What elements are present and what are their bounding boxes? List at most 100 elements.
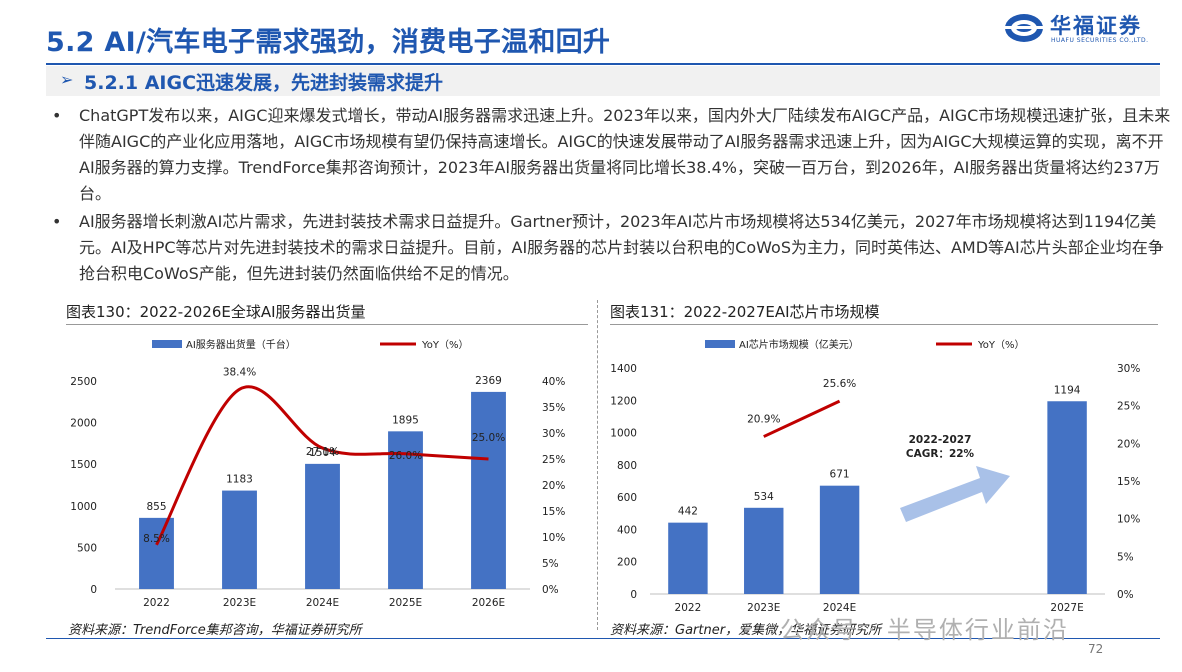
source-note-right: 资料来源：Gartner，爱集微，华福证券研究所 xyxy=(610,623,882,638)
left-axis-tick: 800 xyxy=(617,460,637,472)
right-axis-tick: 10% xyxy=(542,532,565,544)
left-axis-tick: 1500 xyxy=(70,459,97,471)
bar-value-label: 534 xyxy=(754,491,774,503)
legend-swatch-bar xyxy=(705,340,735,348)
right-axis-tick: 20% xyxy=(1117,438,1140,450)
page-number: 72 xyxy=(1088,642,1104,656)
bar xyxy=(388,431,423,589)
yoy-value-label: 25.6% xyxy=(823,378,856,390)
yoy-value-label: 38.4% xyxy=(223,366,256,378)
yoy-value-label: 25.0% xyxy=(472,432,505,444)
bar-value-label: 1194 xyxy=(1054,384,1081,396)
bar xyxy=(222,490,257,589)
section-title: 5.2.1 AIGC迅速发展，先进封装需求提升 xyxy=(84,72,444,94)
yoy-value-label: 8.5% xyxy=(143,533,170,545)
category-tick: 2023E xyxy=(747,602,780,614)
category-tick: 2024E xyxy=(823,602,856,614)
bullet-mark: • xyxy=(52,106,62,125)
bar xyxy=(305,463,340,589)
bullet-mark: • xyxy=(52,212,62,231)
yoy-value-label: 27.1% xyxy=(306,446,339,458)
bar xyxy=(139,517,174,589)
yoy-line xyxy=(763,399,841,438)
left-axis-tick: 1000 xyxy=(610,428,637,440)
bar-value-label: 671 xyxy=(830,469,850,481)
bar-value-label: 1183 xyxy=(226,474,253,486)
page-title: 5.2 AI/汽车电子需求强劲，消费电子温和回升 xyxy=(46,27,611,58)
left-axis-tick: 2500 xyxy=(70,376,97,388)
right-axis-tick: 5% xyxy=(1117,551,1134,563)
cagr-label-value: CAGR：22% xyxy=(906,448,975,460)
header-rule xyxy=(46,63,1160,65)
bar xyxy=(819,485,860,594)
left-axis-tick: 0 xyxy=(90,584,97,596)
legend-label-bar: AI芯片市场规模（亿美元） xyxy=(739,338,859,351)
category-tick: 2022 xyxy=(143,597,170,609)
bar xyxy=(471,391,506,589)
legend-label-line: YoY（%） xyxy=(421,339,469,351)
bar-value-label: 442 xyxy=(678,506,698,518)
footer-rule xyxy=(46,638,1160,639)
left-axis-tick: 500 xyxy=(77,542,97,554)
logo-text-en: HUAFU SECURITIES CO.,LTD. xyxy=(1051,37,1149,44)
figure-title-left: 图表130：2022-2026E全球AI服务器出货量 xyxy=(66,303,366,321)
bar-value-label: 2369 xyxy=(475,375,502,387)
yoy-line xyxy=(155,385,489,546)
right-axis-tick: 15% xyxy=(1117,476,1140,488)
bullet-paragraph: AI服务器增长刺激AI芯片需求，先进封装技术需求日益提升。Gartner预计，2… xyxy=(79,212,1164,283)
huafu-logo-icon xyxy=(1005,14,1043,42)
bar xyxy=(744,507,784,594)
bar-value-label: 855 xyxy=(146,501,166,513)
category-tick: 2024E xyxy=(306,597,339,609)
right-axis-tick: 15% xyxy=(542,506,565,518)
category-tick: 2022 xyxy=(675,602,702,614)
yoy-value-label: 26.0% xyxy=(389,450,422,462)
category-tick: 2023E xyxy=(223,597,256,609)
left-axis-tick: 600 xyxy=(617,492,637,504)
left-axis-tick: 0 xyxy=(630,589,637,601)
right-axis-tick: 40% xyxy=(542,376,565,388)
category-tick: 2025E xyxy=(389,597,422,609)
company-logo: 华福证券 HUAFU SECURITIES CO.,LTD. xyxy=(1004,10,1174,50)
bar-value-label: 1895 xyxy=(392,414,419,426)
right-axis-tick: 5% xyxy=(542,558,559,570)
left-axis-tick: 200 xyxy=(617,557,637,569)
figure-title-right: 图表131：2022-2027EAI芯片市场规模 xyxy=(610,303,880,321)
right-axis-tick: 25% xyxy=(542,454,565,466)
right-axis-tick: 30% xyxy=(542,428,565,440)
legend-label-line: YoY（%） xyxy=(977,339,1025,351)
figure-rule-right xyxy=(610,324,1158,325)
figure-divider xyxy=(597,300,598,630)
legend-label-bar: AI服务器出货量（千台） xyxy=(186,338,296,351)
cagr-arrow-icon xyxy=(900,466,1010,522)
right-axis-tick: 30% xyxy=(1117,363,1140,375)
category-tick: 2026E xyxy=(472,597,505,609)
bar xyxy=(668,522,708,594)
right-axis-tick: 25% xyxy=(1117,401,1140,413)
left-axis-tick: 1000 xyxy=(70,501,97,513)
bar-value-label: 1504 xyxy=(309,447,336,459)
figure-rule-left xyxy=(66,324,588,325)
right-axis-tick: 20% xyxy=(542,480,565,492)
bullet-paragraph: ChatGPT发布以来，AIGC迎来爆发式增长，带动AI服务器需求迅速上升。20… xyxy=(79,106,1171,203)
left-axis-tick: 2000 xyxy=(70,418,97,430)
right-axis-tick: 0% xyxy=(1117,589,1134,601)
left-axis-tick: 1200 xyxy=(610,395,637,407)
section-bar xyxy=(46,66,1160,96)
left-axis-tick: 1400 xyxy=(610,363,637,375)
left-axis-tick: 400 xyxy=(617,524,637,536)
legend-swatch-bar xyxy=(152,340,182,348)
yoy-value-label: 20.9% xyxy=(747,414,780,426)
ai-chip-market-chart: AI芯片市场规模（亿美元） YoY（%） 0 200 400 600 800 1000 120… xyxy=(610,338,1140,614)
source-note-left: 资料来源：TrendForce集邦咨询，华福证券研究所 xyxy=(68,623,362,638)
watermark: 公众号 · 半导体行业前沿 xyxy=(780,616,1069,644)
right-axis-tick: 35% xyxy=(542,402,565,414)
right-axis-tick: 10% xyxy=(1117,514,1140,526)
cagr-label-period: 2022-2027 xyxy=(909,434,972,446)
section-arrow-icon: ➢ xyxy=(60,70,74,89)
right-axis-tick: 0% xyxy=(542,584,559,596)
server-shipment-chart: AI服务器出货量（千台） YoY（%） 0 500 1000 1500 2000 2500 0… xyxy=(70,338,565,609)
logo-text-cn: 华福证券 xyxy=(1050,14,1142,38)
category-tick: 2027E xyxy=(1050,602,1083,614)
bar xyxy=(1047,401,1087,594)
